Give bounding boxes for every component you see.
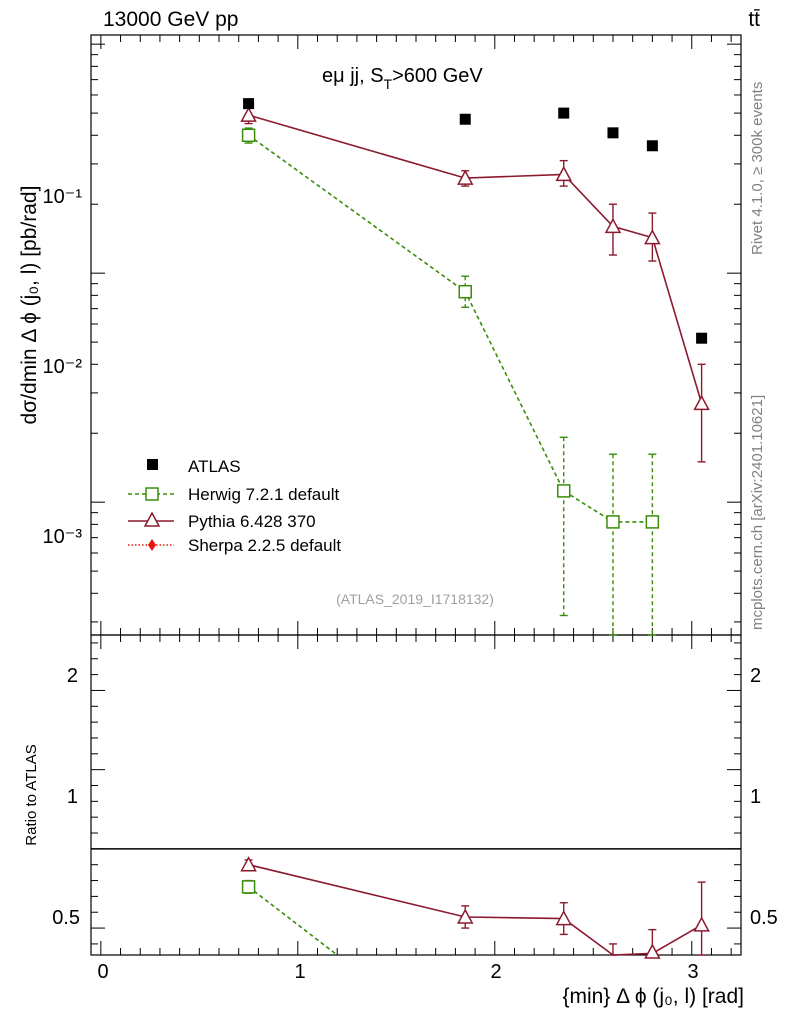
y-axis-label-ratio: Ratio to ATLAS bbox=[23, 744, 40, 845]
pythia-point bbox=[555, 165, 572, 182]
pythia-point bbox=[693, 394, 710, 411]
legend-pythia-marker bbox=[143, 511, 161, 527]
xtick-label: 1 bbox=[294, 961, 305, 983]
ytick-label-main: 10⁻² bbox=[43, 356, 83, 378]
ytick-label-ratio-right: 2 bbox=[750, 665, 761, 687]
pythia-point bbox=[644, 229, 661, 245]
rivet-label: Rivet 4.1.0, ≥ 300k events bbox=[749, 82, 766, 255]
herwig-point bbox=[556, 484, 571, 498]
ytick-label-ratio: 2 bbox=[67, 665, 78, 687]
xtick-label: 3 bbox=[687, 961, 698, 983]
xtick-label: 2 bbox=[490, 961, 501, 983]
axis-ticks bbox=[91, 35, 741, 955]
pythia-point bbox=[604, 217, 622, 234]
legend: ATLAS Herwig 7.2.1 default Pythia 6.428 … bbox=[128, 457, 341, 555]
ratio-plot-frame bbox=[90, 634, 742, 956]
y-axis-label-main: dσ/dmin Δ ϕ (j₀, l) [pb/rad] bbox=[18, 186, 41, 425]
mcplots-label: mcplots.cern.ch [arXiv:2401.10621] bbox=[749, 395, 766, 630]
herwig-point bbox=[645, 515, 660, 529]
herwig-line bbox=[248, 134, 653, 523]
energy-label: 13000 GeV pp bbox=[103, 8, 238, 31]
ytick-label-main: 10⁻³ bbox=[43, 526, 83, 548]
legend-sherpa-marker bbox=[148, 539, 156, 551]
pythia-ratio-point bbox=[693, 916, 710, 932]
ytick-label-main: 10⁻¹ bbox=[43, 186, 83, 208]
atlas-point bbox=[558, 107, 570, 119]
legend-pythia-label: Pythia 6.428 370 bbox=[188, 512, 316, 531]
data-marks bbox=[240, 98, 710, 959]
atlas-point bbox=[459, 113, 471, 125]
pythia-ratio-point bbox=[456, 908, 474, 924]
atlas-point bbox=[607, 127, 619, 139]
x-axis-label: {min} Δ ϕ (j₀, l) [rad] bbox=[562, 985, 744, 1008]
legend-sherpa-label: Sherpa 2.2.5 default bbox=[188, 536, 341, 555]
herwig-point bbox=[606, 515, 620, 529]
legend-atlas-label: ATLAS bbox=[188, 457, 241, 476]
herwig-ratio-line bbox=[248, 886, 338, 956]
ytick-label-ratio: 1 bbox=[67, 786, 78, 808]
pythia-line bbox=[248, 114, 703, 404]
ytick-label-ratio: 0.5 bbox=[52, 907, 80, 929]
atlas-point bbox=[646, 140, 658, 152]
pythia-ratio-line bbox=[248, 863, 703, 956]
analysis-id: (ATLAS_2019_I1718132) bbox=[336, 591, 494, 607]
legend-herwig-label: Herwig 7.2.1 default bbox=[188, 485, 339, 504]
pythia-ratio-point bbox=[240, 856, 257, 872]
legend-herwig-marker bbox=[145, 487, 159, 501]
atlas-point bbox=[243, 98, 255, 110]
pythia-point bbox=[456, 169, 474, 185]
xtick-label: 0 bbox=[97, 961, 108, 983]
ytick-label-ratio-right: 0.5 bbox=[750, 907, 778, 929]
herwig-point bbox=[241, 128, 256, 143]
pythia-ratio-point bbox=[644, 943, 661, 959]
herwig-point bbox=[458, 284, 472, 299]
herwig-ratio-point bbox=[241, 880, 256, 894]
pythia-point bbox=[240, 106, 257, 122]
legend-atlas-marker bbox=[147, 459, 158, 470]
process-label: tt̄ bbox=[748, 8, 760, 31]
cut-label: eμ jj, ST>600 GeV bbox=[322, 65, 483, 92]
pythia-ratio-point bbox=[555, 909, 572, 926]
atlas-point bbox=[696, 332, 708, 344]
ytick-label-ratio-right: 1 bbox=[750, 786, 761, 808]
